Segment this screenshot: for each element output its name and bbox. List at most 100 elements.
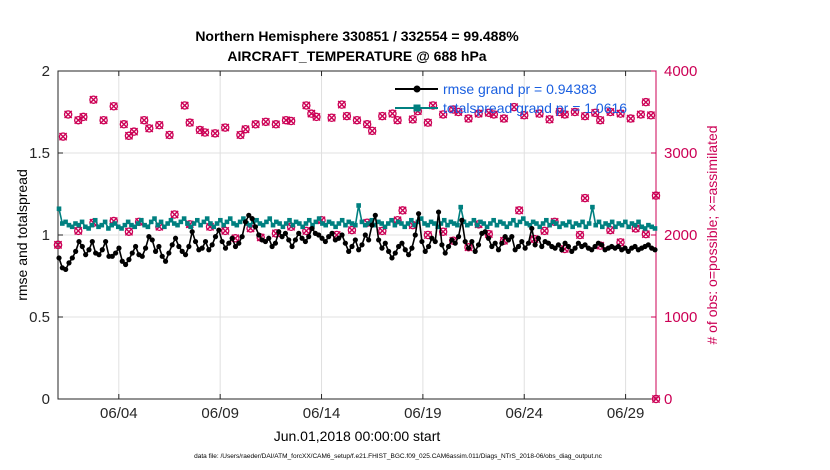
totalspread-point (590, 204, 595, 210)
rmse-point (449, 237, 455, 243)
obs-possible-point (606, 107, 615, 117)
totalspread-point (178, 219, 184, 225)
totalspread-point (504, 224, 510, 230)
obs-assimilated-point (307, 109, 316, 118)
rmse-point (482, 229, 488, 235)
rmse-point (412, 232, 418, 238)
totalspread-point (471, 217, 477, 223)
totalspread-point (267, 216, 273, 221)
totalspread-point (399, 221, 404, 226)
rmse-point (172, 235, 179, 241)
totalspread-point (603, 221, 608, 226)
obs-possible-point (165, 130, 174, 140)
totalspread-point (99, 222, 105, 228)
rmse-point (452, 240, 458, 246)
totalspread-point (560, 221, 566, 226)
totalspread-point (494, 222, 500, 228)
rmse-point (69, 255, 75, 261)
rmse-point (189, 229, 195, 235)
obs-possible-point (337, 100, 347, 109)
totalspread-point (619, 222, 625, 228)
rmse-point (439, 242, 445, 248)
obs-assimilated-point (423, 118, 433, 127)
totalspread-point (488, 221, 493, 226)
obs-possible-point (220, 123, 230, 132)
totalspread-point (297, 221, 302, 226)
totalspread-point (247, 222, 253, 228)
totalspread-point (60, 221, 65, 226)
totalspread-point (195, 217, 200, 223)
totalspread-point (626, 224, 631, 230)
obs-possible-point (393, 115, 402, 125)
rmse-point (212, 234, 219, 240)
totalspread-point (218, 217, 223, 223)
obs-possible-point (342, 111, 352, 121)
obs-assimilated-point (327, 113, 336, 122)
rmse-point (415, 211, 422, 217)
totalspread-point (336, 221, 342, 226)
rmse-point (445, 243, 452, 250)
obs-possible-point (327, 113, 336, 122)
obs-assimilated-point (79, 112, 88, 122)
totalspread-point (191, 221, 197, 226)
totalspread-point (629, 221, 635, 226)
rmse-point (342, 240, 348, 246)
obs-assimilated-point (464, 114, 473, 123)
obs-possible-point (185, 118, 195, 127)
rmse-point (499, 240, 505, 246)
rmse-point (632, 243, 638, 250)
obs-assimilated-point (109, 102, 118, 111)
totalspread-point (524, 221, 529, 226)
rmse-point (116, 245, 122, 251)
obs-assimilated-point (200, 128, 210, 137)
obs-assimilated-point (489, 110, 498, 119)
obs-possible-point (302, 226, 311, 236)
totalspread-point (385, 221, 391, 226)
obs-possible-point (200, 128, 210, 137)
rmse-point (113, 250, 119, 256)
totalspread-point (412, 222, 417, 228)
rmse-point (99, 247, 105, 253)
totalspread-point (168, 217, 174, 223)
obs-possible-point (590, 108, 600, 118)
obs-assimilated-point (439, 110, 448, 119)
obs-assimilated-point (510, 102, 519, 112)
rmse-point (249, 216, 255, 222)
totalspread-point (188, 224, 194, 230)
totalspread-point (573, 221, 579, 226)
obs-assimilated-point (368, 126, 377, 135)
rmse-point (505, 237, 512, 243)
obs-assimilated-point (124, 227, 134, 236)
obs-possible-point (347, 225, 357, 235)
x-tick-label: 06/04 (100, 405, 138, 422)
rmse-point (589, 247, 595, 253)
y-tick-label-right: 4000 (664, 63, 697, 80)
obs-assimilated-point (540, 226, 549, 235)
totalspread-point (428, 219, 434, 225)
totalspread-point (293, 219, 299, 225)
obs-possible-point (438, 110, 448, 119)
totalspread-point (290, 222, 296, 228)
y-tick-label-left: 0.5 (29, 309, 50, 326)
totalspread-point (517, 219, 523, 225)
x-tick-label: 06/14 (303, 405, 341, 422)
rmse-point (246, 212, 252, 218)
x-tick-label: 06/24 (505, 405, 543, 422)
rmse-point (469, 238, 475, 245)
obs-possible-point (89, 95, 98, 104)
rmse-point (599, 242, 605, 248)
obs-assimilated-point (119, 120, 128, 129)
obs-possible-point (514, 206, 524, 215)
totalspread-point (115, 224, 121, 230)
obs-possible-point (170, 210, 179, 219)
obs-possible-point (464, 243, 473, 252)
totalspread-point (642, 226, 648, 231)
rmse-point (552, 245, 558, 251)
totalspread-point (56, 206, 62, 212)
obs-assimilated-point (651, 394, 661, 404)
rmse-point (465, 245, 472, 251)
rmse-point (492, 240, 498, 246)
rmse-point (525, 240, 532, 246)
totalspread-point (501, 221, 506, 226)
rmse-point (502, 234, 508, 240)
